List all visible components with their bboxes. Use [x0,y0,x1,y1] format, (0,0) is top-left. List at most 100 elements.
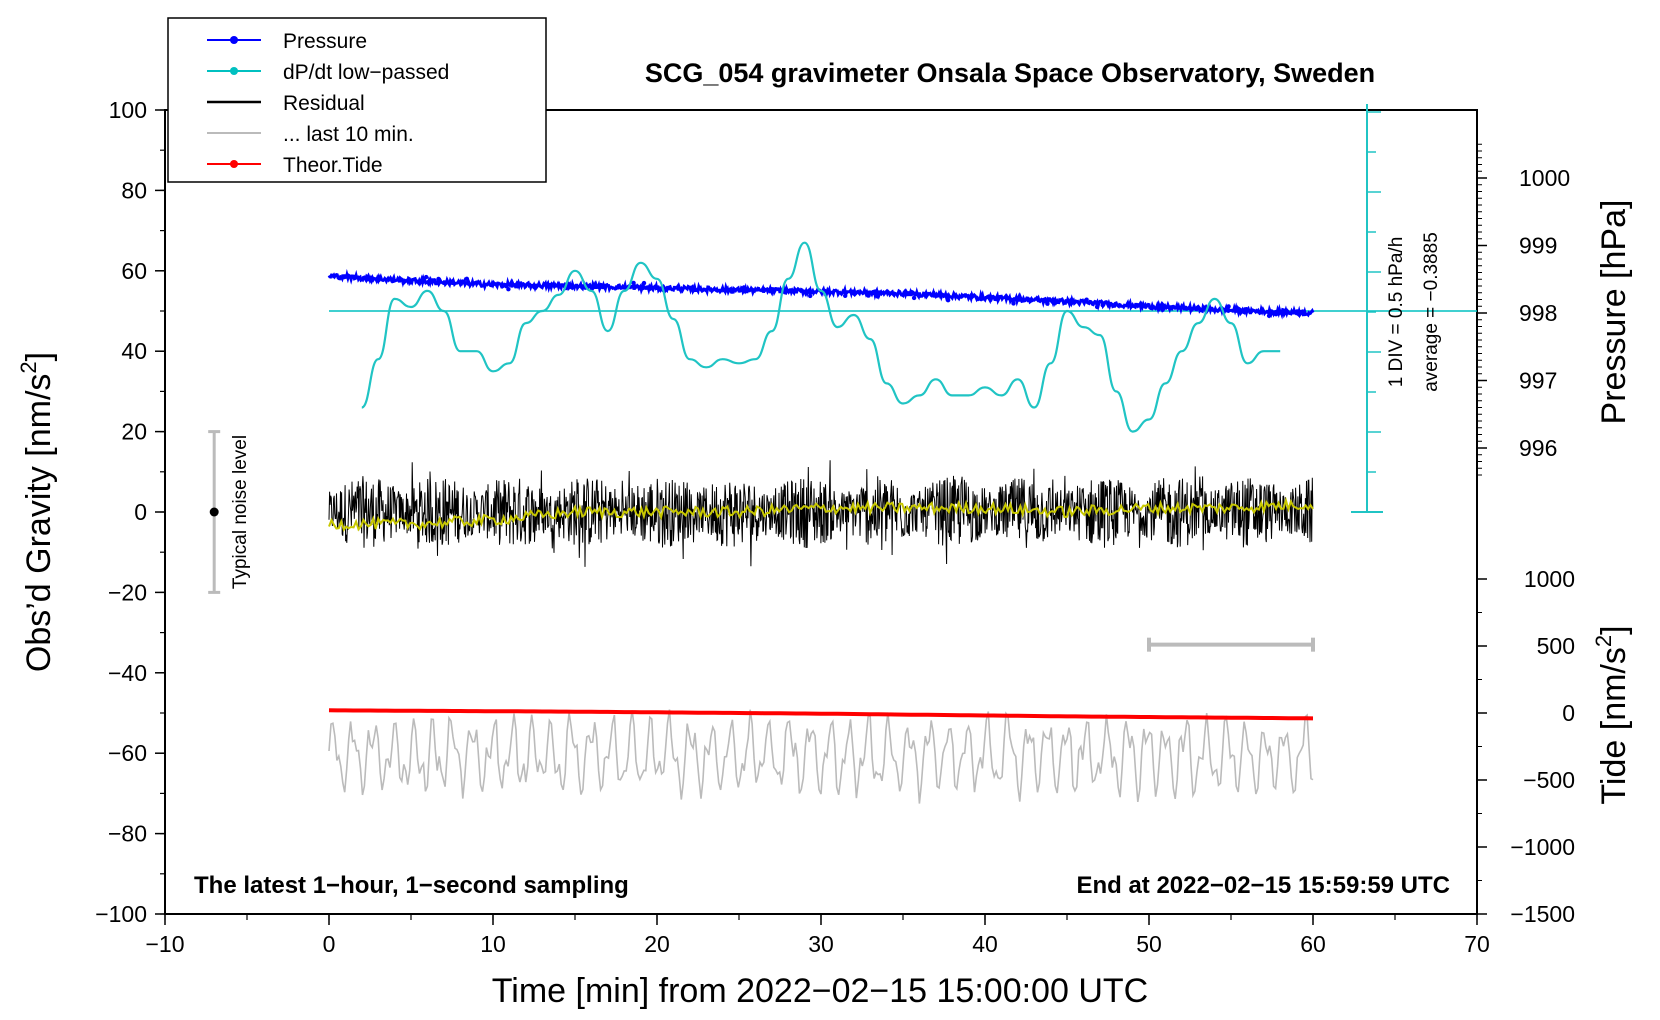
pressure-point [506,287,511,292]
y-axis-title-close: ] [20,352,58,361]
y-tick-label: 100 [109,97,147,123]
x-tick-label: 70 [1464,931,1490,957]
footer-left: The latest 1−hour, 1−second sampling [194,872,629,899]
pressure-point [875,294,880,299]
axes: −10 0 10 20 30 40 50 60 70100806040200−20−40−60−… [95,97,1575,957]
pressure-point [515,284,520,289]
footer-right: End at 2022−02−15 15:59:59 UTC [1076,872,1450,899]
pressure-point [1269,309,1274,314]
pressure-point [424,274,429,280]
pressure-point [691,285,696,290]
legend-label: Pressure [283,30,367,53]
pressure-point [1226,304,1231,309]
y-tick-label: −100 [95,901,147,927]
pressure-point [1045,301,1050,306]
pressure-point [1017,296,1022,301]
pressure-point [1295,309,1300,314]
tide-tick-label: −1000 [1510,834,1575,860]
legend-marker [230,160,238,168]
noise-label: Typical noise level [230,435,251,589]
pressure-point [631,280,636,286]
x-tick-label: 10 [480,931,506,957]
pressure-tick-label: 997 [1519,368,1557,394]
pressure-point [436,276,441,282]
y-tick-label: −20 [108,579,147,605]
tide-axis-title: Tide [nm/s2] [1591,625,1633,804]
dpdt-scale [1351,104,1383,513]
pressure-point [808,293,813,299]
legend-label: Residual [283,92,365,115]
tide-tick-label: −1500 [1510,901,1575,927]
tide-axis-title-close: ] [1595,625,1633,634]
legend-marker [230,36,238,44]
chart-title: SCG_054 gravimeter Onsala Space Observat… [645,58,1375,88]
last-10-min-line [328,709,1314,804]
legend: Pressure dP/dt low−passed Residual ... last… [167,17,547,183]
y-tick-label: −60 [108,740,147,766]
pressure-point [911,295,917,301]
scale-avg-label: average = −0.3885 [1421,232,1442,392]
x-axis-title: Time [min] from 2022−02−15 15:00:00 UTC [492,972,1148,1010]
series-layer [327,241,1477,804]
pressure-point [1094,304,1100,310]
pressure-point [741,285,747,290]
x-tick-label: 0 [323,931,336,957]
dpdt-line [361,241,1281,433]
noise-point [209,507,219,517]
tide-tick-label: 0 [1562,700,1575,726]
residual-smoothed-line [328,496,1314,532]
x-tick-label: −10 [145,931,184,957]
tide-tick-label: 1000 [1524,566,1575,592]
pressure-point [641,280,647,286]
y-axis-title-sup: 2 [16,361,41,373]
tide-tick-label: −500 [1523,767,1575,793]
y-axis-title: Obs’d Gravity [nm/s2] [16,352,58,672]
x-tick-label: 30 [808,931,834,957]
pressure-point [390,278,395,284]
pressure-point [866,293,871,298]
pressure-axis-title: Pressure [hPa] [1595,200,1633,425]
y-tick-label: 60 [121,258,147,284]
pressure-point [1266,313,1272,318]
pressure-point [945,298,951,303]
tide-tick-label: 500 [1537,633,1575,659]
legend-label: Theor.Tide [283,154,383,177]
pressure-point [994,296,999,301]
legend-label: dP/dt low−passed [283,61,449,84]
pressure-point [464,276,469,281]
pressure-point [365,277,370,282]
tide-line [328,708,1314,721]
scale-div-label: 1 DIV = 0.5 hPa/h [1386,237,1407,388]
x-tick-label: 20 [644,931,670,957]
pressure-point [1100,302,1105,308]
y-tick-label: 20 [121,419,147,445]
tide-axis-title-sup: 2 [1591,635,1616,647]
pressure-point [870,290,876,296]
y-axis-title-text: Obs’d Gravity [nm/s [20,374,58,673]
y-tick-label: 80 [121,177,147,203]
pressure-tick-label: 999 [1519,233,1557,259]
pressure-point [432,278,437,283]
pressure-point [1161,306,1166,311]
pressure-point [1011,301,1016,306]
x-tick-label: 40 [972,931,998,957]
pressure-point [1273,312,1279,317]
legend-box [167,17,547,183]
y-tick-label: −80 [108,821,147,847]
y-tick-label: 0 [134,499,147,525]
pressure-point [1084,297,1089,302]
pressure-point [375,275,381,281]
pressure-point [566,285,571,290]
pressure-point [1240,308,1245,314]
y-tick-label: 40 [121,338,147,364]
pressure-tick-label: 996 [1519,435,1557,461]
tide-axis-title-text: Tide [nm/s [1595,647,1633,804]
pressure-point [843,293,848,298]
residual-line [328,460,1314,567]
legend-label: ... last 10 min. [283,123,414,146]
legend-marker [230,67,238,75]
x-tick-label: 60 [1300,931,1326,957]
y-tick-label: −40 [108,660,147,686]
pressure-point [1034,296,1040,301]
